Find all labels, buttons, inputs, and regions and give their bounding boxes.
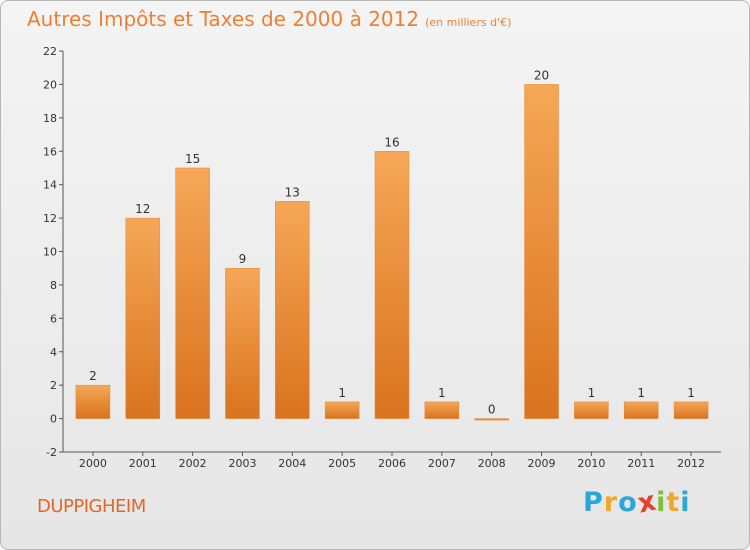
data-label-2004: 13	[285, 185, 300, 199]
commune-name: DUPPIGHEIM	[37, 496, 146, 517]
bar-2012	[673, 401, 709, 419]
y-tick-label: 2	[50, 379, 57, 392]
y-tick-label: 16	[43, 145, 57, 158]
bar-2011	[623, 401, 659, 419]
y-tick-label: 10	[43, 246, 57, 259]
y-tick-label: 8	[50, 279, 57, 292]
data-label-2006: 16	[384, 135, 399, 149]
bar-2007	[424, 401, 460, 419]
chart-title-text: Autres Impôts et Taxes de 2000 à 2012	[27, 7, 420, 31]
data-label-2005: 1	[338, 386, 346, 400]
x-tick-label-2008: 2008	[478, 457, 506, 470]
x-tick-label-2010: 2010	[577, 457, 605, 470]
x-tick-label-2012: 2012	[677, 457, 705, 470]
x-tick-label-2001: 2001	[129, 457, 157, 470]
bar-2000	[75, 384, 111, 419]
data-label-2010: 1	[588, 386, 596, 400]
bar-2001	[125, 217, 161, 419]
data-label-2003: 9	[239, 252, 247, 266]
bars: 2 12 15 9 13 1 16 1 0 20 1 1 1	[75, 68, 709, 421]
y-tick-label: 20	[43, 78, 57, 91]
bar-2010	[574, 401, 609, 419]
y-tick-label: 18	[43, 112, 57, 125]
data-label-2000: 2	[89, 369, 97, 383]
x-tick-label-2006: 2006	[378, 457, 406, 470]
y-tick-label: 22	[43, 45, 57, 58]
logo-letter: i	[656, 487, 667, 518]
y-tick-label: 14	[43, 179, 57, 192]
bar-2006	[374, 151, 410, 419]
data-label-2007: 1	[438, 386, 446, 400]
data-label-2011: 1	[637, 386, 645, 400]
bar-2004	[275, 201, 310, 419]
x-tick-label-2005: 2005	[328, 457, 356, 470]
chart-subtitle: (en milliers d'€)	[425, 16, 512, 29]
bar-2009	[524, 84, 559, 419]
data-label-2001: 12	[135, 202, 150, 216]
x-tick-label-2007: 2007	[428, 457, 456, 470]
y-tick-label: 4	[50, 346, 57, 359]
x-tick-label-2003: 2003	[228, 457, 256, 470]
x-tick-label-2004: 2004	[278, 457, 306, 470]
data-label-2008: 0	[488, 403, 496, 417]
bar-2008	[474, 418, 509, 421]
bar-2005	[324, 401, 360, 419]
x-tick-label-2011: 2011	[627, 457, 655, 470]
chart-title: Autres Impôts et Taxes de 2000 à 2012 (en…	[27, 7, 511, 31]
y-tick-label: 12	[43, 212, 57, 225]
y-tick-label: -2	[46, 446, 57, 459]
x-tick-label-2009: 2009	[528, 457, 556, 470]
x-tick-label-2000: 2000	[79, 457, 107, 470]
proxiti-logo: Proxiti	[583, 485, 691, 519]
x-tick-label-2002: 2002	[179, 457, 207, 470]
bar-2003	[225, 267, 260, 419]
data-label-2009: 20	[534, 68, 549, 82]
logo-letter: t	[666, 487, 681, 518]
logo-letter: o	[618, 487, 638, 518]
bar-2002	[175, 167, 210, 419]
logo-letter: i	[680, 487, 691, 518]
data-label-2002: 15	[185, 152, 200, 166]
logo-letter: r	[603, 487, 619, 518]
y-tick-label: 0	[50, 413, 57, 426]
data-label-2012: 1	[687, 386, 695, 400]
y-tick-label: 6	[50, 312, 57, 325]
logo-letter: P	[583, 487, 604, 518]
